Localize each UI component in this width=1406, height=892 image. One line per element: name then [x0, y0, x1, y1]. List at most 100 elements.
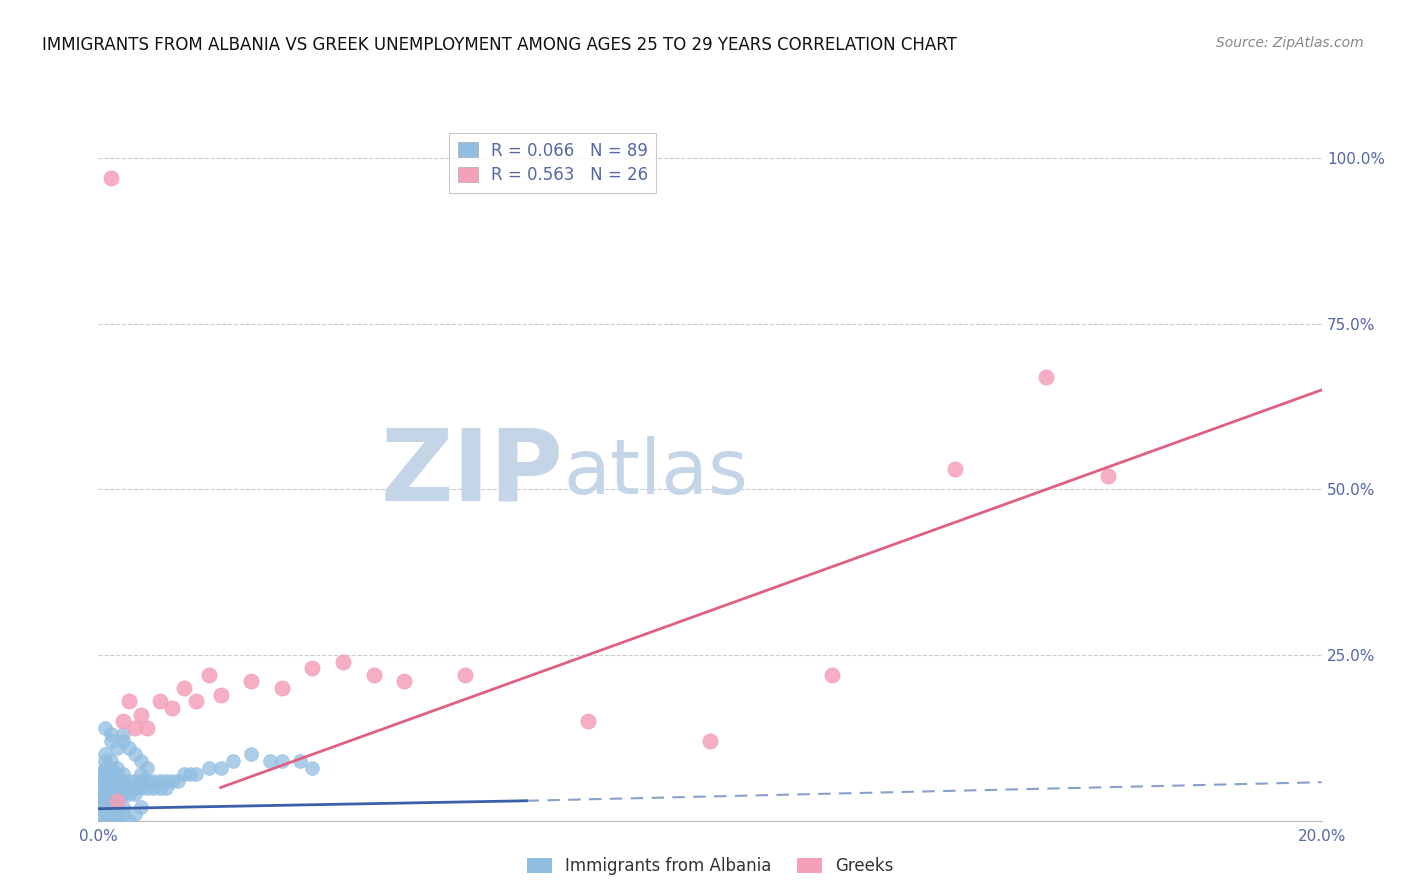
Point: [87, 794, 110, 808]
Point: [93, 787, 115, 801]
Point: [173, 681, 195, 695]
Point: [111, 714, 134, 729]
Point: [118, 740, 141, 755]
Point: [1035, 369, 1057, 384]
Point: [105, 794, 128, 808]
Point: [363, 668, 385, 682]
Point: [129, 707, 152, 722]
Point: [186, 694, 208, 708]
Point: [149, 694, 172, 708]
Point: [93, 721, 115, 735]
Point: [100, 727, 122, 741]
Point: [197, 761, 219, 775]
Point: [1097, 469, 1119, 483]
Point: [118, 787, 141, 801]
Point: [392, 674, 416, 689]
Point: [155, 773, 177, 788]
Point: [100, 814, 122, 828]
Point: [290, 754, 312, 768]
Point: [93, 814, 115, 828]
Point: [943, 462, 966, 476]
Point: [124, 747, 146, 762]
Point: [124, 773, 146, 788]
Point: [111, 780, 134, 795]
Point: [142, 780, 165, 795]
Point: [173, 767, 195, 781]
Point: [142, 773, 165, 788]
Point: [186, 767, 208, 781]
Point: [100, 787, 122, 801]
Point: [240, 747, 263, 762]
Point: [136, 721, 159, 735]
Point: [129, 780, 152, 795]
Point: [93, 761, 115, 775]
Point: [136, 761, 159, 775]
Point: [100, 800, 122, 814]
Legend: Immigrants from Albania, Greeks: Immigrants from Albania, Greeks: [520, 851, 900, 882]
Point: [160, 773, 183, 788]
Text: ZIP: ZIP: [381, 425, 564, 521]
Point: [93, 800, 115, 814]
Point: [87, 780, 110, 795]
Point: [136, 780, 159, 795]
Point: [93, 780, 115, 795]
Point: [124, 721, 146, 735]
Point: [93, 800, 115, 814]
Point: [93, 794, 115, 808]
Point: [167, 773, 190, 788]
Point: [118, 694, 141, 708]
Point: [197, 668, 219, 682]
Point: [301, 761, 323, 775]
Point: [699, 734, 721, 748]
Point: [100, 767, 122, 781]
Point: [111, 773, 134, 788]
Point: [87, 767, 110, 781]
Point: [129, 767, 152, 781]
Point: [111, 807, 134, 822]
Point: [222, 754, 245, 768]
Point: [100, 794, 122, 808]
Point: [270, 754, 292, 768]
Point: [129, 754, 152, 768]
Point: [129, 773, 152, 788]
Point: [111, 800, 134, 814]
Point: [87, 814, 110, 828]
Point: [100, 773, 122, 788]
Point: [93, 773, 115, 788]
Point: [136, 773, 159, 788]
Point: [118, 814, 141, 828]
Point: [105, 780, 128, 795]
Point: [100, 170, 122, 185]
Point: [124, 780, 146, 795]
Point: [111, 767, 134, 781]
Point: [111, 787, 134, 801]
Point: [111, 734, 134, 748]
Point: [124, 787, 146, 801]
Text: Source: ZipAtlas.com: Source: ZipAtlas.com: [1216, 36, 1364, 50]
Point: [105, 807, 128, 822]
Point: [301, 661, 323, 675]
Point: [454, 668, 477, 682]
Point: [93, 754, 115, 768]
Point: [100, 780, 122, 795]
Point: [87, 794, 110, 808]
Point: [576, 714, 599, 729]
Point: [124, 807, 146, 822]
Point: [105, 740, 128, 755]
Point: [105, 767, 128, 781]
Point: [105, 794, 128, 808]
Point: [155, 780, 177, 795]
Point: [105, 761, 128, 775]
Point: [87, 773, 110, 788]
Point: [111, 787, 134, 801]
Point: [100, 761, 122, 775]
Point: [93, 747, 115, 762]
Point: [93, 807, 115, 822]
Point: [105, 773, 128, 788]
Point: [100, 754, 122, 768]
Point: [149, 773, 172, 788]
Text: IMMIGRANTS FROM ALBANIA VS GREEK UNEMPLOYMENT AMONG AGES 25 TO 29 YEARS CORRELAT: IMMIGRANTS FROM ALBANIA VS GREEK UNEMPLO…: [42, 36, 957, 54]
Point: [129, 800, 152, 814]
Point: [87, 787, 110, 801]
Point: [105, 787, 128, 801]
